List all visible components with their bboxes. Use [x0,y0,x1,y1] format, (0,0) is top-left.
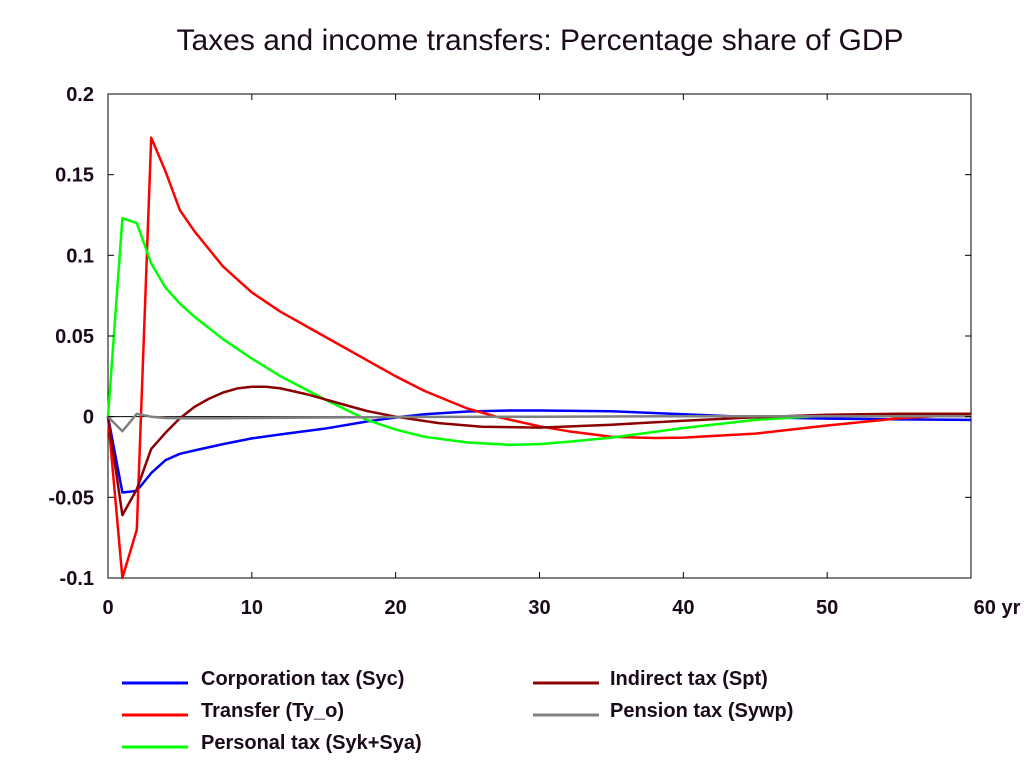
plot-border [107,93,972,579]
series-line-transfer-ty-o [106,136,972,580]
x-tick-label: 50 [816,597,838,619]
y-tick-label: 0.2 [66,84,94,106]
x-tick-label: 20 [385,597,407,619]
y-tick-label: -0.05 [48,487,94,509]
legend-label: Personal tax (Syk+Sya) [201,732,422,754]
series-lines [106,136,972,580]
y-tick-label: 0.15 [55,165,94,187]
x-tick-label: 60 yr [974,597,1021,619]
series-line-pension-tax-sywp [107,412,971,433]
series-line-personal-tax-syk-sya [106,216,972,447]
legend-label: Transfer (Ty_o) [201,700,344,722]
x-tick-label: 30 [528,597,550,619]
chart-title: Taxes and income transfers: Percentage s… [176,24,903,57]
y-tick-label: 0.1 [66,245,94,267]
axes: 0.2 0.15 0.1 0.05 0 -0.05 -0.1 0 10 20 30 40 50 60 yr [48,84,1020,619]
x-tick-label: 10 [241,597,263,619]
legend: Corporation tax (Syc) Transfer (Ty_o) Pers… [122,668,793,754]
series-line-corporation-tax-syc [106,409,972,494]
x-tick-label: 0 [102,597,113,619]
series-line-indirect-tax-spt [106,385,971,517]
plot-frame [107,93,972,579]
x-tick-label: 40 [672,597,694,619]
y-tick-label: -0.1 [60,568,94,590]
legend-label: Pension tax (Sywp) [610,700,793,722]
legend-label: Indirect tax (Spt) [610,668,768,690]
y-tick-label: 0 [83,407,94,429]
y-tick-label: 0.05 [55,326,94,348]
legend-label: Corporation tax (Syc) [201,668,404,690]
